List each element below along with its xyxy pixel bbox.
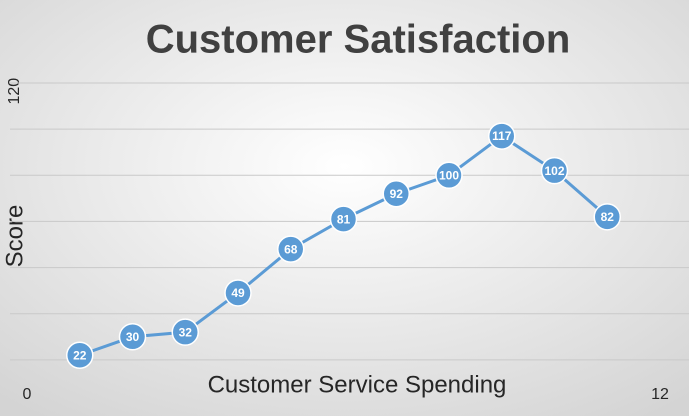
data-label: 22 bbox=[73, 348, 87, 362]
data-label: 81 bbox=[337, 212, 351, 226]
marker bbox=[66, 341, 94, 369]
data-label: 32 bbox=[179, 325, 193, 339]
chart-title: Customer Satisfaction bbox=[146, 18, 571, 62]
data-label: 102 bbox=[544, 164, 564, 178]
x-tick-label: 0 bbox=[23, 386, 32, 403]
data-label: 30 bbox=[126, 330, 140, 344]
marker bbox=[488, 122, 516, 150]
y-tick-label: 120 bbox=[6, 78, 23, 105]
marker bbox=[382, 179, 410, 208]
x-tick-label: 12 bbox=[651, 386, 669, 403]
marker bbox=[435, 161, 463, 190]
marker bbox=[329, 205, 358, 233]
marker bbox=[224, 279, 252, 307]
data-label: 68 bbox=[284, 242, 298, 256]
data-label: 82 bbox=[601, 210, 615, 224]
y-axis-label: Score bbox=[1, 205, 28, 268]
data-label: 117 bbox=[492, 129, 512, 143]
marker bbox=[118, 323, 147, 351]
data-label: 49 bbox=[231, 286, 245, 300]
marker bbox=[171, 318, 199, 346]
marker bbox=[277, 235, 305, 263]
marker bbox=[540, 156, 569, 185]
data-label: 92 bbox=[390, 187, 404, 201]
marker bbox=[593, 203, 621, 231]
data-label: 100 bbox=[439, 168, 459, 182]
x-axis-label: Customer Service Spending bbox=[208, 371, 507, 398]
